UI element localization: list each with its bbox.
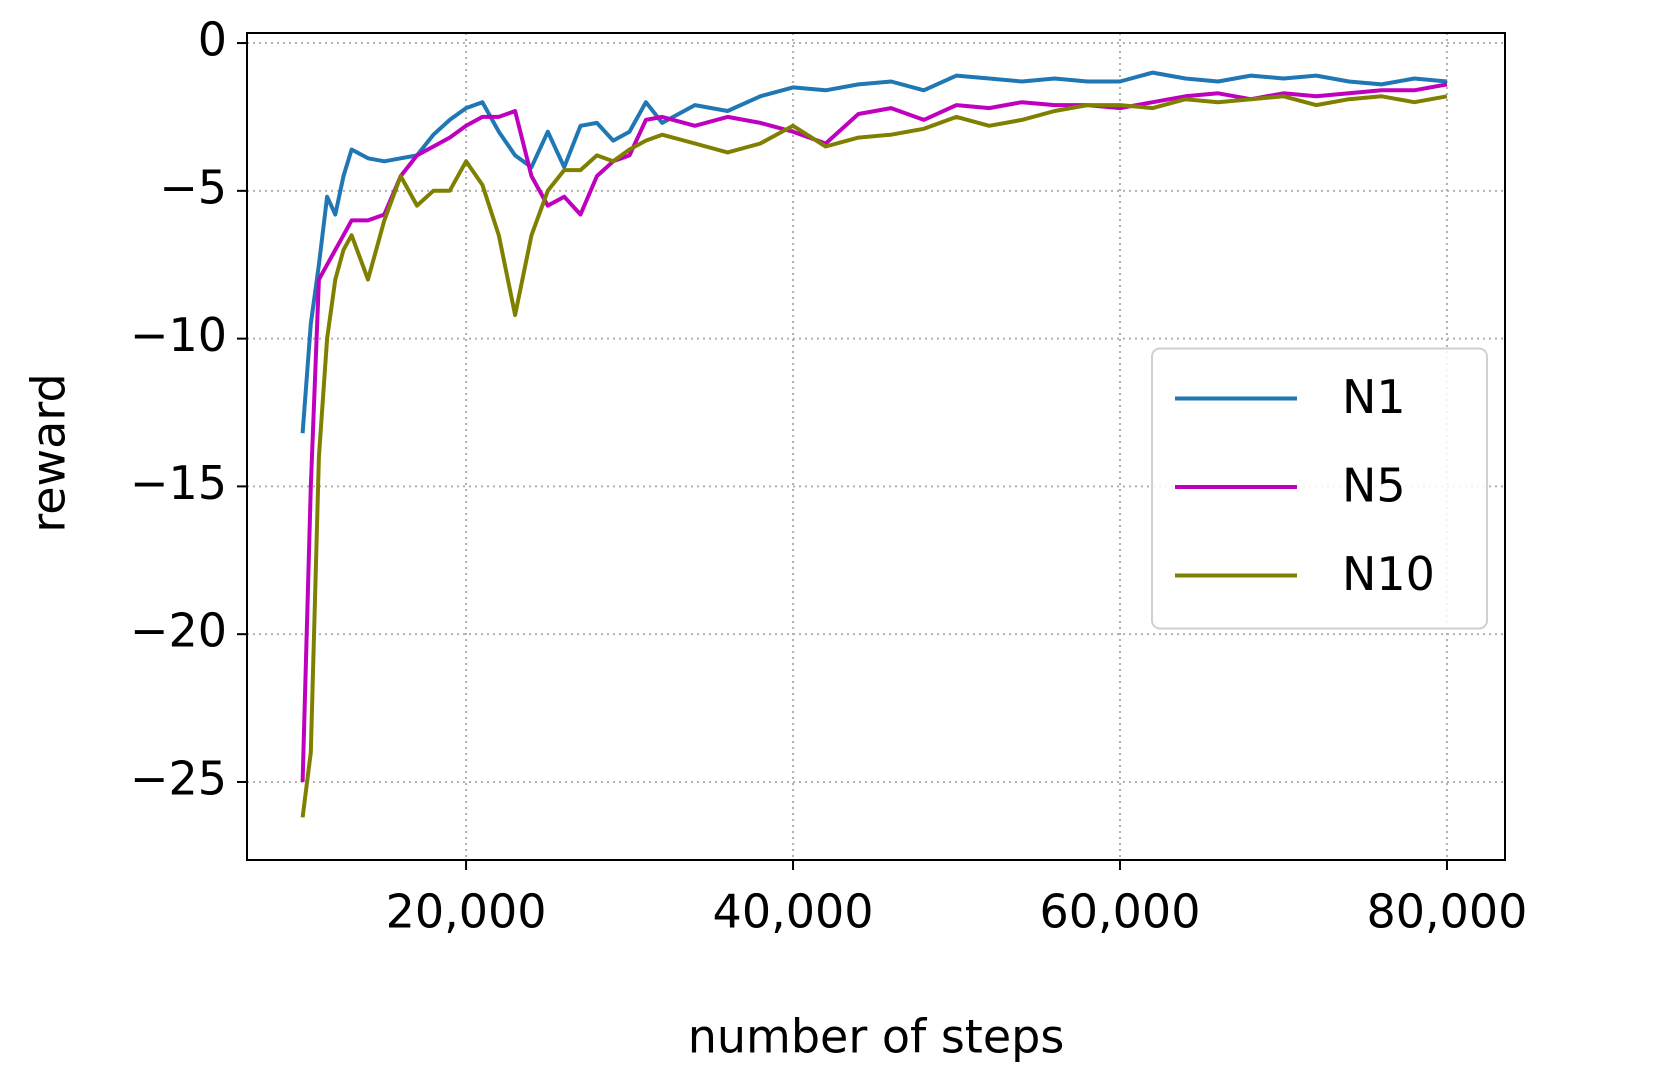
y-tick-label: −10 — [130, 308, 227, 362]
x-tick-label: 20,000 — [386, 885, 547, 939]
x-tick-label: 40,000 — [713, 885, 874, 939]
legend-label: N5 — [1342, 459, 1406, 513]
legend-label: N1 — [1342, 370, 1406, 424]
y-tick-label: −25 — [130, 751, 227, 805]
y-tick-label: −15 — [130, 456, 227, 510]
plot-frame — [246, 32, 1506, 861]
x-axis-label: number of steps — [688, 1010, 1065, 1064]
y-tick-label: 0 — [198, 13, 227, 67]
y-axis-label: reward — [22, 373, 76, 532]
x-tick-label: 80,000 — [1366, 885, 1527, 939]
x-tick-label: 60,000 — [1040, 885, 1201, 939]
line-series — [300, 70, 1448, 434]
line-series — [300, 94, 1448, 818]
y-tick-label: −5 — [159, 160, 227, 214]
legend-label: N10 — [1342, 547, 1435, 601]
y-tick-label: −20 — [130, 604, 227, 658]
legend-box — [1151, 347, 1488, 630]
